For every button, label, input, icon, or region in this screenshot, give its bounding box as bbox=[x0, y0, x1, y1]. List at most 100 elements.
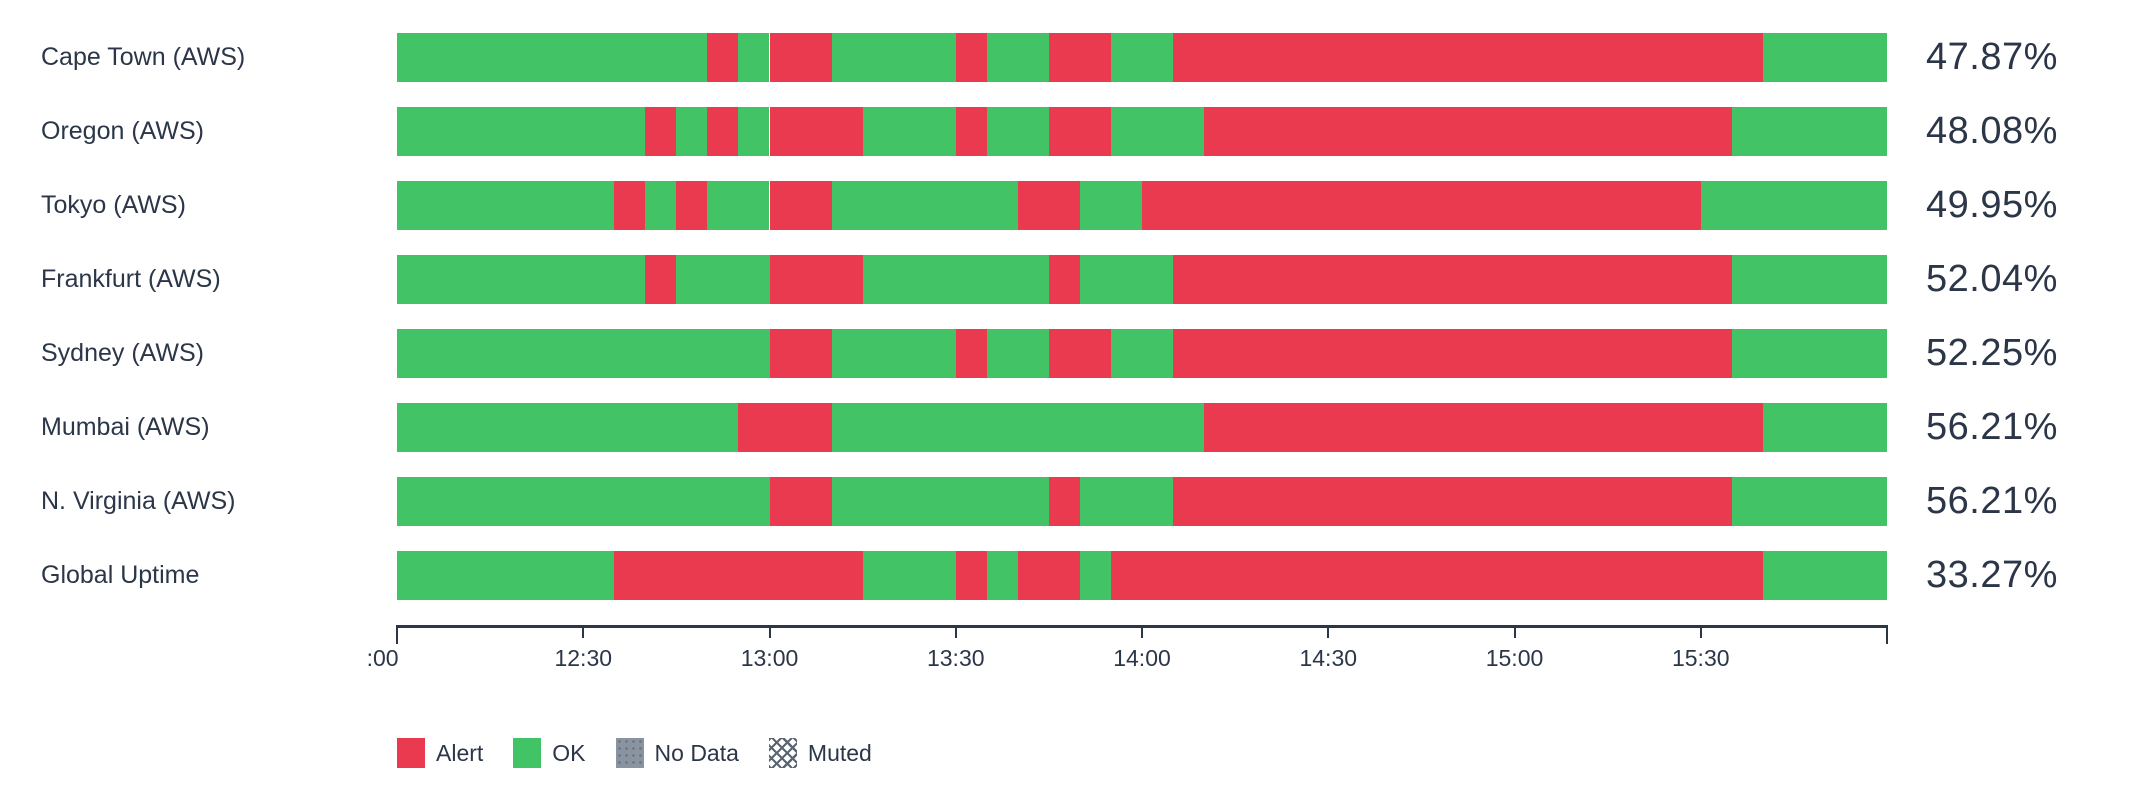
status-segment-ok[interactable] bbox=[1079, 477, 1174, 526]
status-segment-alert[interactable] bbox=[769, 477, 832, 526]
status-segment-alert[interactable] bbox=[769, 255, 863, 304]
axis-tick bbox=[396, 625, 398, 644]
status-segment-ok[interactable] bbox=[831, 181, 1018, 230]
status-segment-alert[interactable] bbox=[1017, 181, 1080, 230]
legend-item-ok[interactable]: OK bbox=[513, 738, 586, 768]
time-axis: :00 12:30 13:00 13:30 14:00 14:30 15:00 15:30 bbox=[367, 625, 1888, 695]
status-segment-alert[interactable] bbox=[1017, 551, 1080, 600]
status-segment-ok[interactable] bbox=[397, 403, 739, 452]
status-segment-ok[interactable] bbox=[645, 181, 677, 230]
status-segment-ok[interactable] bbox=[986, 551, 1018, 600]
row-label: Global Uptime bbox=[41, 560, 200, 589]
status-segment-alert[interactable] bbox=[769, 181, 832, 230]
axis-tick bbox=[582, 625, 585, 638]
status-segment-ok[interactable] bbox=[1762, 551, 1887, 600]
status-segment-alert[interactable] bbox=[955, 107, 987, 156]
legend-label: OK bbox=[552, 739, 586, 766]
row-label: Frankfurt (AWS) bbox=[41, 264, 221, 293]
status-segment-ok[interactable] bbox=[831, 403, 1205, 452]
status-segment-alert[interactable] bbox=[1204, 403, 1763, 452]
status-segment-ok[interactable] bbox=[707, 181, 770, 230]
status-segment-alert[interactable] bbox=[1048, 107, 1111, 156]
status-segment-alert[interactable] bbox=[955, 33, 987, 82]
status-segment-alert[interactable] bbox=[645, 255, 677, 304]
status-segment-alert[interactable] bbox=[614, 181, 646, 230]
axis-tick-label: 13:30 bbox=[926, 645, 985, 671]
status-segment-ok[interactable] bbox=[1110, 329, 1174, 378]
status-segment-alert[interactable] bbox=[769, 329, 832, 378]
axis-tick bbox=[1886, 625, 1888, 644]
status-segment-ok[interactable] bbox=[986, 107, 1049, 156]
status-segment-alert[interactable] bbox=[738, 403, 832, 452]
status-segment-ok[interactable] bbox=[1762, 33, 1887, 82]
status-segment-alert[interactable] bbox=[1048, 477, 1080, 526]
status-segment-ok[interactable] bbox=[397, 33, 708, 82]
status-segment-alert[interactable] bbox=[1142, 181, 1701, 230]
axis-tick bbox=[1141, 625, 1143, 638]
status-segment-ok[interactable] bbox=[1079, 255, 1174, 304]
alert-swatch-icon bbox=[397, 738, 425, 768]
status-segment-ok[interactable] bbox=[831, 329, 956, 378]
status-segment-ok[interactable] bbox=[986, 329, 1049, 378]
status-segment-alert[interactable] bbox=[676, 181, 708, 230]
status-segment-ok[interactable] bbox=[397, 551, 615, 600]
uptime-percentage: 48.08% bbox=[1926, 110, 2058, 152]
status-segment-ok[interactable] bbox=[397, 107, 646, 156]
status-segment-ok[interactable] bbox=[1762, 403, 1887, 452]
status-segment-alert[interactable] bbox=[1110, 551, 1763, 600]
legend-label: Alert bbox=[436, 739, 484, 766]
status-segment-ok[interactable] bbox=[831, 33, 956, 82]
status-segment-alert[interactable] bbox=[769, 33, 832, 82]
legend-item-no-data[interactable]: No Data bbox=[615, 738, 739, 768]
status-bar bbox=[397, 477, 1887, 526]
status-segment-ok[interactable] bbox=[1731, 255, 1887, 304]
status-segment-ok[interactable] bbox=[862, 551, 956, 600]
uptime-percentage: 56.21% bbox=[1926, 406, 2058, 448]
status-segment-ok[interactable] bbox=[862, 107, 956, 156]
status-segment-alert[interactable] bbox=[1048, 255, 1080, 304]
axis-tick-label: 12:30 bbox=[554, 645, 613, 671]
status-segment-ok[interactable] bbox=[1079, 181, 1142, 230]
status-segment-alert[interactable] bbox=[614, 551, 863, 600]
axis-tick-label: 13:00 bbox=[740, 645, 799, 671]
status-segment-alert[interactable] bbox=[1204, 107, 1732, 156]
status-segment-ok[interactable] bbox=[397, 181, 615, 230]
status-segment-ok[interactable] bbox=[1731, 107, 1887, 156]
status-segment-alert[interactable] bbox=[769, 107, 863, 156]
status-bar bbox=[397, 403, 1887, 452]
status-segment-alert[interactable] bbox=[1173, 255, 1732, 304]
status-segment-alert[interactable] bbox=[1048, 33, 1111, 82]
status-segment-alert[interactable] bbox=[645, 107, 677, 156]
status-bar bbox=[397, 329, 1887, 378]
status-segment-ok[interactable] bbox=[397, 329, 770, 378]
status-segment-ok[interactable] bbox=[738, 107, 770, 156]
status-segment-ok[interactable] bbox=[986, 33, 1049, 82]
status-segment-ok[interactable] bbox=[1079, 551, 1111, 600]
status-segment-alert[interactable] bbox=[707, 33, 739, 82]
row-label: Tokyo (AWS) bbox=[41, 190, 186, 219]
status-segment-alert[interactable] bbox=[707, 107, 739, 156]
status-segment-ok[interactable] bbox=[1700, 181, 1887, 230]
row-label: Mumbai (AWS) bbox=[41, 412, 210, 441]
status-segment-ok[interactable] bbox=[397, 477, 770, 526]
status-segment-ok[interactable] bbox=[1110, 107, 1205, 156]
status-segment-ok[interactable] bbox=[1731, 477, 1887, 526]
status-segment-ok[interactable] bbox=[831, 477, 1049, 526]
legend-item-muted[interactable]: Muted bbox=[768, 738, 872, 768]
status-segment-alert[interactable] bbox=[955, 329, 987, 378]
status-segment-ok[interactable] bbox=[676, 107, 708, 156]
uptime-percentage: 52.04% bbox=[1926, 258, 2058, 300]
status-segment-ok[interactable] bbox=[397, 255, 646, 304]
status-segment-ok[interactable] bbox=[676, 255, 770, 304]
status-segment-alert[interactable] bbox=[1173, 33, 1763, 82]
status-segment-ok[interactable] bbox=[1110, 33, 1174, 82]
status-segment-alert[interactable] bbox=[1173, 477, 1732, 526]
status-segment-ok[interactable] bbox=[1731, 329, 1887, 378]
status-segment-ok[interactable] bbox=[738, 33, 770, 82]
legend-item-alert[interactable]: Alert bbox=[397, 738, 483, 768]
ok-swatch-icon bbox=[513, 738, 542, 768]
status-segment-alert[interactable] bbox=[955, 551, 987, 600]
status-segment-alert[interactable] bbox=[1173, 329, 1732, 378]
status-segment-ok[interactable] bbox=[862, 255, 1049, 304]
status-segment-alert[interactable] bbox=[1048, 329, 1111, 378]
